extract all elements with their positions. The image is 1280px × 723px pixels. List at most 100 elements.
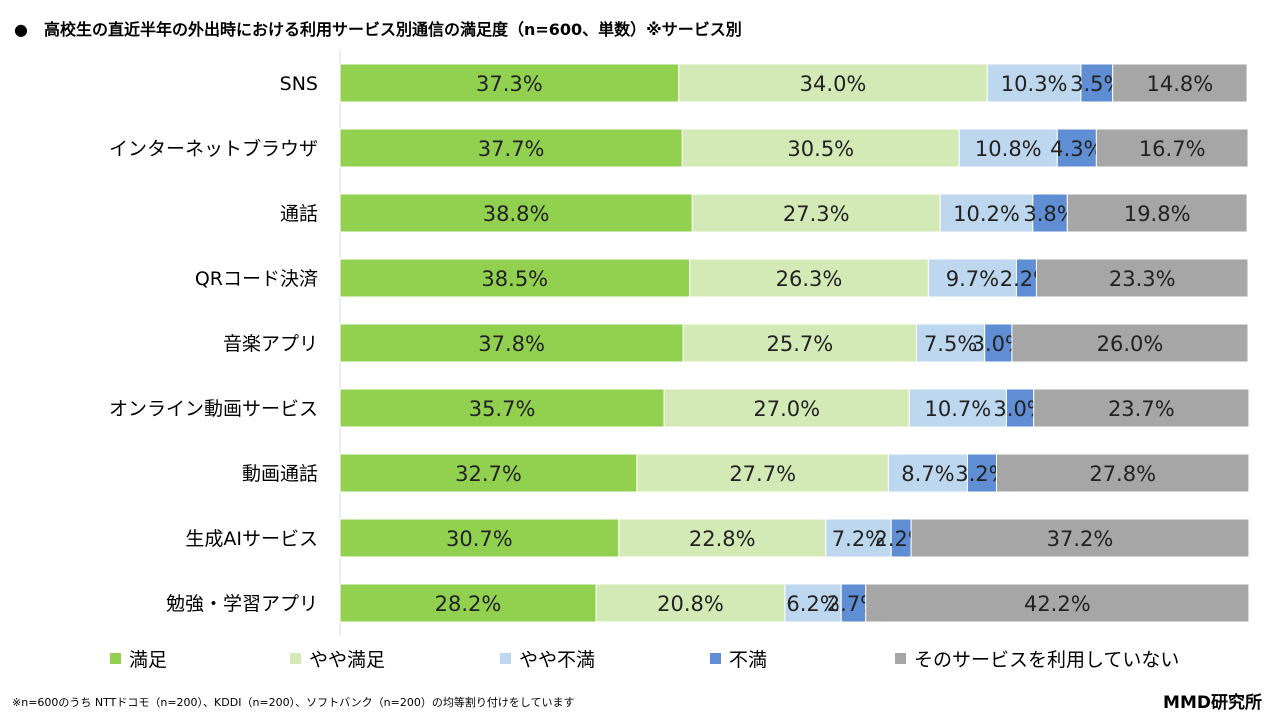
data-label: 30.7% bbox=[446, 527, 513, 551]
bar-segment bbox=[1033, 388, 1250, 428]
bar-segment bbox=[1035, 258, 1249, 298]
logo: MMD研究所 bbox=[1163, 693, 1262, 713]
bar-segment bbox=[939, 193, 1034, 233]
legend-swatch bbox=[500, 653, 511, 664]
data-label: 32.7% bbox=[455, 462, 522, 486]
legend-label: そのサービスを利用していない bbox=[914, 649, 1180, 671]
category-label: オンライン動画サービス bbox=[109, 398, 318, 420]
data-label: 7.5% bbox=[924, 332, 977, 356]
category-label: SNS bbox=[280, 73, 318, 95]
data-label: 10.2% bbox=[953, 202, 1020, 226]
bar-segment bbox=[678, 63, 988, 103]
data-label: 38.5% bbox=[481, 267, 548, 291]
legend-item: そのサービスを利用していない bbox=[895, 645, 1179, 672]
bar-segment bbox=[910, 518, 1250, 558]
category-label: 動画通話 bbox=[242, 463, 318, 485]
data-label: 27.0% bbox=[753, 397, 820, 421]
legend-swatch bbox=[710, 653, 721, 664]
bar-segment bbox=[339, 388, 665, 428]
data-label: 30.5% bbox=[787, 137, 854, 161]
bar-segment bbox=[339, 63, 680, 103]
bar-segment bbox=[691, 193, 941, 233]
category-label: 通話 bbox=[280, 203, 318, 225]
bar-segment bbox=[966, 453, 997, 493]
category-label: 勉強・学習アプリ bbox=[166, 593, 318, 615]
bar-segment bbox=[689, 258, 929, 298]
bar-segment bbox=[1095, 128, 1249, 168]
bar-segment bbox=[958, 128, 1058, 168]
data-label: 7.2% bbox=[832, 527, 885, 551]
category-label: QRコード決済 bbox=[195, 268, 318, 290]
bar-segment bbox=[1112, 63, 1248, 103]
bar-segment bbox=[682, 323, 918, 363]
bar-segment bbox=[636, 453, 889, 493]
legend-label: やや不満 bbox=[519, 649, 596, 671]
data-label: 23.7% bbox=[1108, 397, 1175, 421]
bar-segment bbox=[681, 128, 960, 168]
bar-segment bbox=[618, 518, 827, 558]
data-label: 16.7% bbox=[1139, 137, 1206, 161]
legend-item: 不満 bbox=[710, 645, 767, 672]
data-label: 10.8% bbox=[975, 137, 1042, 161]
data-label: 4.3% bbox=[1050, 137, 1103, 161]
bar-segment bbox=[784, 583, 842, 623]
data-label: 23.3% bbox=[1109, 267, 1176, 291]
bar-segment bbox=[339, 128, 683, 168]
bar-segment bbox=[865, 583, 1250, 623]
data-label: 25.7% bbox=[767, 332, 834, 356]
bar-segment bbox=[339, 518, 620, 558]
data-label: 14.8% bbox=[1147, 72, 1214, 96]
bar-segment bbox=[825, 518, 892, 558]
bar-segment bbox=[663, 388, 910, 428]
bar-segment bbox=[927, 258, 1017, 298]
legend-item: やや満足 bbox=[290, 645, 385, 672]
data-label: 35.7% bbox=[469, 397, 536, 421]
legend-swatch bbox=[290, 653, 301, 664]
legend-item: 満足 bbox=[110, 645, 167, 672]
footnote: ※n=600のうち NTTドコモ（n=200）、KDDI（n=200）、ソフトバ… bbox=[12, 696, 575, 709]
legend-swatch bbox=[110, 653, 121, 664]
legend-label: 不満 bbox=[729, 649, 768, 671]
data-label: 10.7% bbox=[925, 397, 992, 421]
data-label: 27.8% bbox=[1089, 462, 1156, 486]
data-label: 38.8% bbox=[483, 202, 550, 226]
data-label: 42.2% bbox=[1024, 592, 1091, 616]
data-label: 6.2% bbox=[786, 592, 839, 616]
data-label: 26.3% bbox=[776, 267, 843, 291]
data-label: 22.8% bbox=[689, 527, 756, 551]
category-label: 生成AIサービス bbox=[185, 528, 318, 550]
data-label: 8.7% bbox=[901, 462, 954, 486]
bar-segment bbox=[339, 193, 693, 233]
legend-item: やや不満 bbox=[500, 645, 595, 672]
bar-segment bbox=[1056, 128, 1097, 168]
data-label: 9.7% bbox=[946, 267, 999, 291]
bar-segment bbox=[1066, 193, 1248, 233]
legend-swatch bbox=[895, 653, 906, 664]
bar-segment bbox=[995, 453, 1250, 493]
chart-title: ● 高校生の直近半年の外出時における利用サービス別通信の満足度（n=600、単数… bbox=[14, 20, 742, 39]
data-label: 34.0% bbox=[800, 72, 867, 96]
data-label: 26.0% bbox=[1097, 332, 1164, 356]
bar-segment bbox=[1080, 63, 1114, 103]
bar-segment bbox=[1011, 323, 1249, 363]
data-label: 10.3% bbox=[1001, 72, 1068, 96]
category-label: インターネットブラウザ bbox=[109, 137, 318, 160]
data-label: 27.7% bbox=[729, 462, 796, 486]
data-label: 28.2% bbox=[435, 592, 502, 616]
data-label: 20.8% bbox=[657, 592, 724, 616]
bar-segment bbox=[1005, 388, 1035, 428]
data-label: 37.8% bbox=[478, 332, 545, 356]
legend-label: やや満足 bbox=[309, 649, 386, 671]
data-label: 37.2% bbox=[1047, 527, 1114, 551]
data-label: 37.3% bbox=[476, 72, 543, 96]
data-label: 19.8% bbox=[1124, 202, 1191, 226]
legend-label: 満足 bbox=[129, 649, 168, 671]
bar-segment bbox=[339, 258, 691, 298]
stacked-bar-chart: SNS 37.3% 34.0% 10.3% 3.5% 14.8%インターネットブラウザ 37… bbox=[109, 50, 1250, 636]
bar-segment bbox=[339, 453, 638, 493]
category-label: 音楽アプリ bbox=[223, 333, 318, 355]
data-label: 27.3% bbox=[783, 202, 850, 226]
data-label: 37.7% bbox=[478, 137, 545, 161]
bar-segment bbox=[916, 323, 986, 363]
bar-segment bbox=[1032, 193, 1068, 233]
